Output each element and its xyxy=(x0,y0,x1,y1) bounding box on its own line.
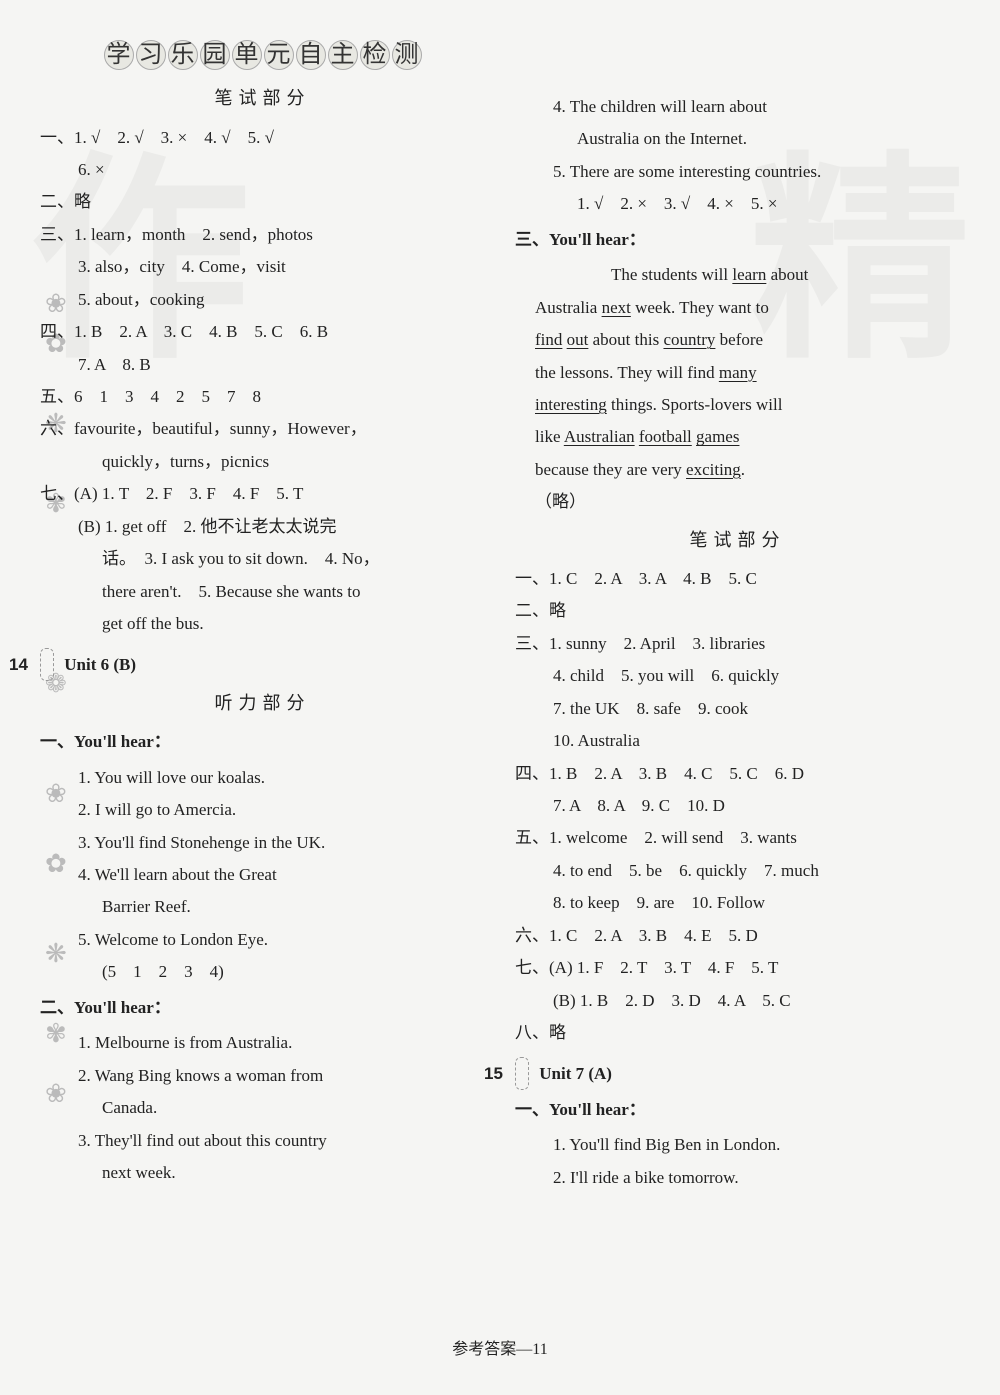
blank: exciting xyxy=(686,460,741,479)
written-section-title: 笔试部分 xyxy=(515,524,960,557)
unit-number-box: 14 xyxy=(40,648,54,681)
blank: interesting xyxy=(535,395,607,414)
hear-answer: (5 1 2 3 4) xyxy=(40,956,485,987)
blank: many xyxy=(719,363,757,382)
passage-line: like Australian football games xyxy=(515,421,960,452)
answer-line: 八、略 xyxy=(515,1017,960,1048)
hear-line: 1. You will love our koalas. xyxy=(40,762,485,793)
unit-number-box: 15 xyxy=(515,1057,529,1090)
answer-line: 10. Australia xyxy=(515,725,960,756)
passage-line: The students will learn about xyxy=(515,259,960,290)
omit-line: （略） xyxy=(515,486,960,517)
answer-line: 一、1. C 2. A 3. A 4. B 5. C xyxy=(515,563,960,594)
answer-line: 四、1. B 2. A 3. B 4. C 5. C 6. D xyxy=(515,758,960,789)
unit-label: Unit 6 (B) xyxy=(64,655,136,674)
banner-char: 主 xyxy=(328,40,358,70)
left-column: 学习乐园单元自主检测 笔试部分 一、1. √ 2. √ 3. × 4. √ 5.… xyxy=(40,40,485,1194)
hear-answer: 1. √ 2. × 3. √ 4. × 5. × xyxy=(515,188,960,219)
answer-line: 7. the UK 8. safe 9. cook xyxy=(515,693,960,724)
hear-line: Canada. xyxy=(40,1092,485,1123)
answer-line: 五、6 1 3 4 2 5 7 8 xyxy=(40,381,485,412)
hear-line: Barrier Reef. xyxy=(40,891,485,922)
answer-line: 六、1. C 2. A 3. B 4. E 5. D xyxy=(515,920,960,951)
answer-line: 话。 3. I ask you to sit down. 4. No， xyxy=(40,543,485,574)
page-content: 学习乐园单元自主检测 笔试部分 一、1. √ 2. √ 3. × 4. √ 5.… xyxy=(0,0,1000,1214)
hear-header: 一、You'll hear： xyxy=(515,1094,960,1125)
answer-line: 4. to end 5. be 6. quickly 7. much xyxy=(515,855,960,886)
answer-line: 5. about，cooking xyxy=(40,284,485,315)
answer-line: 3. also，city 4. Come，visit xyxy=(40,251,485,282)
answer-line: 七、(A) 1. T 2. F 3. F 4. F 5. T xyxy=(40,478,485,509)
banner: 学习乐园单元自主检测 xyxy=(40,40,485,72)
passage-line: because they are very exciting. xyxy=(515,454,960,485)
hear-line: Australia on the Internet. xyxy=(515,123,960,154)
listening-section-title: 听力部分 xyxy=(40,687,485,720)
answer-line: 二、略 xyxy=(515,595,960,626)
written-section-title: 笔试部分 xyxy=(40,82,485,115)
answer-line: 七、(A) 1. F 2. T 3. T 4. F 5. T xyxy=(515,952,960,983)
answer-line: 三、1. sunny 2. April 3. libraries xyxy=(515,628,960,659)
hear-line: 5. There are some interesting countries. xyxy=(515,156,960,187)
answer-line: 三、1. learn，month 2. send，photos xyxy=(40,219,485,250)
hear-line: 2. Wang Bing knows a woman from xyxy=(40,1060,485,1091)
answer-line: quickly，turns，picnics xyxy=(40,446,485,477)
banner-char: 园 xyxy=(200,40,230,70)
answer-line: (B) 1. B 2. D 3. D 4. A 5. C xyxy=(515,985,960,1016)
unit-header: 15 Unit 7 (A) xyxy=(515,1057,960,1090)
passage-line: Australia next week. They want to xyxy=(515,292,960,323)
answer-line: 7. A 8. A 9. C 10. D xyxy=(515,790,960,821)
blank: games xyxy=(696,427,739,446)
hear-line: 5. Welcome to London Eye. xyxy=(40,924,485,955)
hear-line: 3. They'll find out about this country xyxy=(40,1125,485,1156)
hear-line: 1. Melbourne is from Australia. xyxy=(40,1027,485,1058)
answer-line: 7. A 8. B xyxy=(40,349,485,380)
answer-line: 六、favourite，beautiful，sunny，However， xyxy=(40,413,485,444)
blank: next xyxy=(602,298,631,317)
hear-line: 1. You'll find Big Ben in London. xyxy=(515,1129,960,1160)
unit-header: 14 Unit 6 (B) xyxy=(40,648,485,681)
hear-line: 2. I will go to Amercia. xyxy=(40,794,485,825)
answer-line: 二、略 xyxy=(40,186,485,217)
banner-char: 单 xyxy=(232,40,262,70)
passage-line: interesting things. Sports-lovers will xyxy=(515,389,960,420)
hear-line: 4. We'll learn about the Great xyxy=(40,859,485,890)
blank: country xyxy=(663,330,715,349)
banner-char: 自 xyxy=(296,40,326,70)
passage-line: find out about this country before xyxy=(515,324,960,355)
answer-line: 四、1. B 2. A 3. C 4. B 5. C 6. B xyxy=(40,316,485,347)
banner-char: 测 xyxy=(392,40,422,70)
passage-line: the lessons. They will find many xyxy=(515,357,960,388)
answer-line: 一、1. √ 2. √ 3. × 4. √ 5. √ xyxy=(40,122,485,153)
banner-char: 学 xyxy=(104,40,134,70)
answer-line: 6. × xyxy=(40,154,485,185)
hear-header: 三、You'll hear： xyxy=(515,224,960,255)
hear-line: 3. You'll find Stonehenge in the UK. xyxy=(40,827,485,858)
answer-line: (B) 1. get off 2. 他不让老太太说完 xyxy=(40,511,485,542)
hear-header: 一、You'll hear： xyxy=(40,726,485,757)
blank: learn xyxy=(732,265,766,284)
blank: out xyxy=(567,330,589,349)
banner-char: 检 xyxy=(360,40,390,70)
answer-line: 4. child 5. you will 6. quickly xyxy=(515,660,960,691)
hear-line: 2. I'll ride a bike tomorrow. xyxy=(515,1162,960,1193)
answer-line: get off the bus. xyxy=(40,608,485,639)
unit-label: Unit 7 (A) xyxy=(539,1064,612,1083)
banner-char: 乐 xyxy=(168,40,198,70)
hear-line: next week. xyxy=(40,1157,485,1188)
hear-line: 4. The children will learn about xyxy=(515,91,960,122)
hear-header: 二、You'll hear： xyxy=(40,992,485,1023)
answer-line: 五、1. welcome 2. will send 3. wants xyxy=(515,822,960,853)
answer-line: 8. to keep 9. are 10. Follow xyxy=(515,887,960,918)
blank: football xyxy=(639,427,692,446)
answer-line: there aren't. 5. Because she wants to xyxy=(40,576,485,607)
right-column: 4. The children will learn about Austral… xyxy=(515,40,960,1194)
blank: Australian xyxy=(564,427,635,446)
banner-char: 习 xyxy=(136,40,166,70)
banner-char: 元 xyxy=(264,40,294,70)
page-footer: 参考答案—11 xyxy=(0,1335,1000,1365)
blank: find xyxy=(535,330,562,349)
